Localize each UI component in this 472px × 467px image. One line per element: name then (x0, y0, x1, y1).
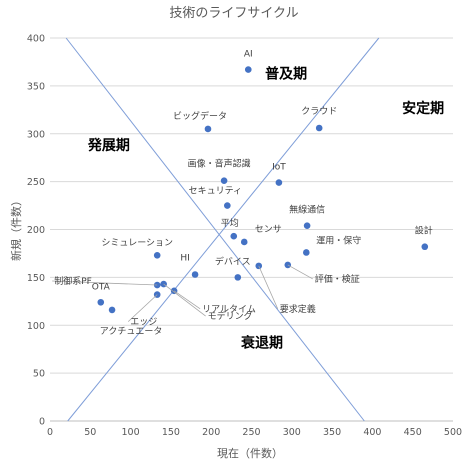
trend-lines (65, 37, 380, 422)
x-tick-label: 350 (323, 427, 341, 438)
point-label: デバイス (215, 255, 251, 267)
region-label: 発展期 (87, 137, 130, 154)
y-tick-label: 300 (27, 129, 45, 140)
x-tick-label: 150 (162, 427, 180, 438)
data-point (315, 124, 323, 132)
y-tick-label: 50 (33, 369, 45, 380)
point-label: 無線通信 (289, 204, 325, 216)
point-label: 画像・音声認識 (188, 158, 251, 170)
point-label: セキュリティ (189, 186, 242, 197)
data-point (234, 274, 242, 281)
point-label: 運用・保守 (316, 234, 361, 246)
point-label: 評価・検証 (315, 273, 360, 285)
data-point (204, 125, 212, 133)
data-point (230, 232, 238, 240)
trend-line (67, 37, 380, 422)
axes: 0 50 100 150 200 250 300 350 400 0 50 100 150 200 250 3… (27, 34, 462, 439)
chart-title: 技術のライフサイクル (169, 6, 298, 21)
x-axis-title: 現在（件数） (217, 447, 283, 460)
point-label: リアルタイム (202, 304, 256, 315)
point-label: 設計 (415, 225, 433, 237)
data-point (224, 202, 231, 209)
x-tick-label: 500 (444, 427, 462, 438)
gridlines (50, 37, 453, 422)
data-point (108, 306, 116, 314)
region-label: 衰退期 (240, 334, 283, 351)
data-point (220, 177, 228, 184)
leader-line (52, 280, 158, 286)
x-tick-label: 450 (404, 427, 422, 438)
y-tick-label: 250 (27, 177, 45, 188)
region-label: 普及期 (265, 65, 307, 82)
point-label: ビッグデータ (173, 110, 227, 122)
y-tick-label: 400 (27, 34, 45, 45)
leader-line (287, 264, 313, 280)
leader-line (173, 290, 201, 310)
leader-lines (52, 264, 313, 322)
x-tick-label: 400 (363, 427, 381, 438)
point-label: 制御系PF (54, 275, 92, 287)
data-point (191, 271, 199, 278)
data-point (244, 66, 252, 73)
data-point (97, 298, 105, 306)
y-tick-label: 200 (27, 225, 45, 236)
point-label: モデリング (208, 310, 253, 322)
point-label: シミュレーション (101, 238, 173, 248)
point-label: センサ (255, 224, 282, 235)
y-tick-label: 150 (27, 273, 45, 284)
point-label: 平均 (221, 217, 239, 229)
x-tick-label: 100 (122, 427, 140, 438)
point-label: エッジ (130, 318, 157, 328)
leader-line (127, 294, 158, 322)
point-label: OTA (92, 282, 111, 292)
data-points (97, 66, 429, 314)
point-label: AI (244, 50, 253, 60)
x-tick-label: 50 (84, 427, 96, 438)
leader-line (258, 265, 279, 310)
region-label: 安定期 (402, 100, 444, 117)
x-tick-label: 250 (242, 427, 260, 438)
leader-line (163, 283, 206, 317)
point-label: 要求定義 (280, 303, 316, 315)
y-axis-title: 新規（件数） (9, 195, 23, 261)
point-label: アクチュエータ (100, 326, 163, 337)
data-point (303, 249, 310, 256)
y-tick-label: 100 (27, 321, 45, 332)
x-tick-label: 200 (202, 427, 220, 438)
y-tick-label: 0 (39, 417, 45, 428)
trend-line (65, 37, 365, 422)
x-tick-label: 300 (283, 427, 301, 438)
x-tick-label: 0 (47, 427, 53, 438)
y-tick-label: 350 (27, 81, 45, 92)
point-label: HI (180, 254, 189, 264)
data-point (275, 179, 283, 186)
data-point (153, 252, 161, 259)
point-label: クラウド (301, 106, 337, 117)
data-point (421, 243, 429, 251)
data-point (303, 222, 311, 229)
data-point (153, 281, 161, 289)
data-point (240, 238, 248, 246)
point-label: IoT (272, 163, 286, 173)
